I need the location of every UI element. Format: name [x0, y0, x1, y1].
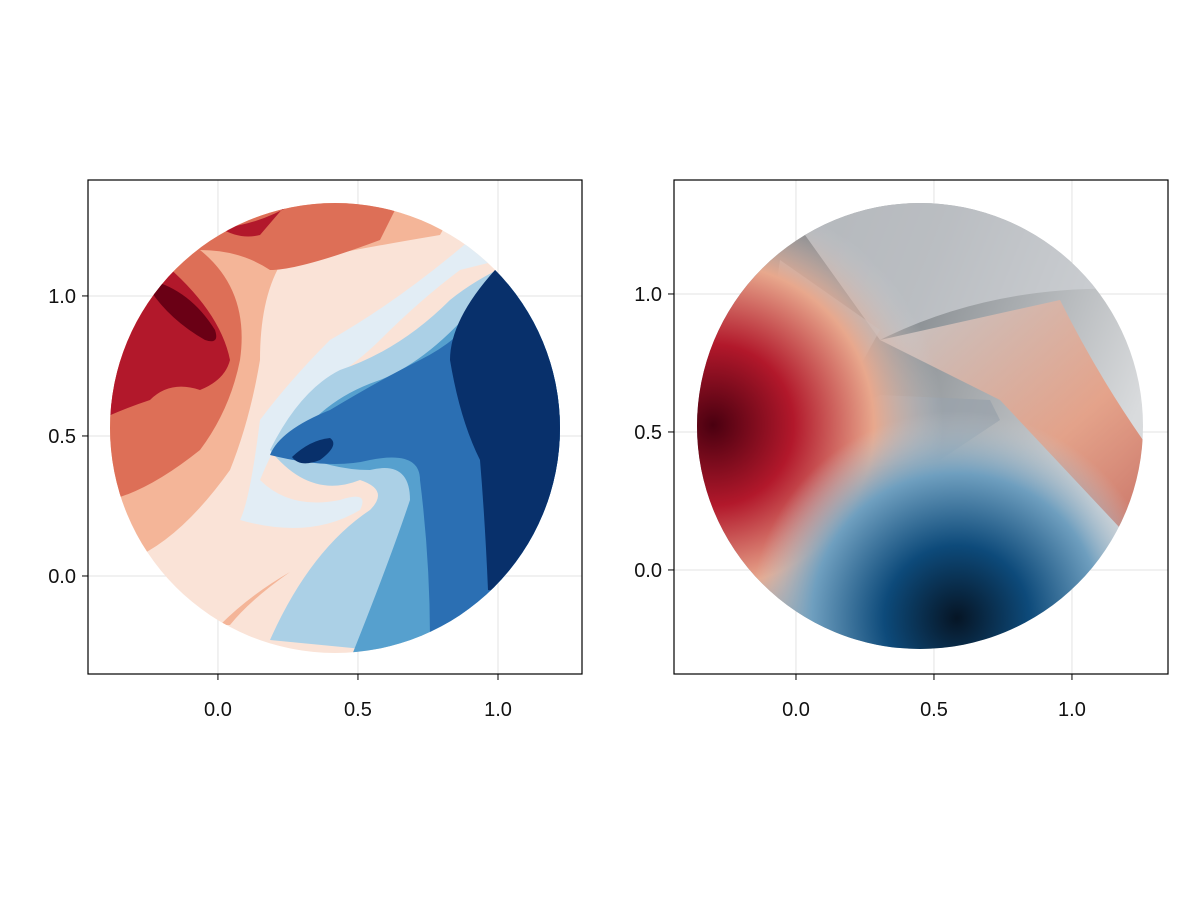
axes-frame: [673, 179, 1169, 675]
x-tick-label: 1.0: [1058, 699, 1086, 721]
panel: 0.0 0.5 1.0 0.0 0.5 1.0: [634, 179, 1169, 721]
axes-frame: [87, 179, 583, 675]
y-tick-label: 1.0: [48, 286, 76, 308]
panel: 0.0 0.5 1.0 0.0 0.5 1.0: [48, 179, 583, 721]
x-tick-label: 0.5: [344, 699, 372, 721]
y-tick-label: 0.5: [634, 422, 662, 444]
x-tick-label: 0.0: [782, 699, 810, 721]
y-tick-label: 0.0: [634, 560, 662, 582]
x-tick-label: 0.0: [204, 699, 232, 721]
contour-fill: [110, 203, 560, 653]
x-tick-label: 1.0: [484, 699, 512, 721]
y-tick-label: 0.5: [48, 426, 76, 448]
y-tick-label: 1.0: [634, 284, 662, 306]
surface: [697, 203, 1143, 649]
y-tick-label: 0.0: [48, 566, 76, 588]
x-tick-label: 0.5: [920, 699, 948, 721]
